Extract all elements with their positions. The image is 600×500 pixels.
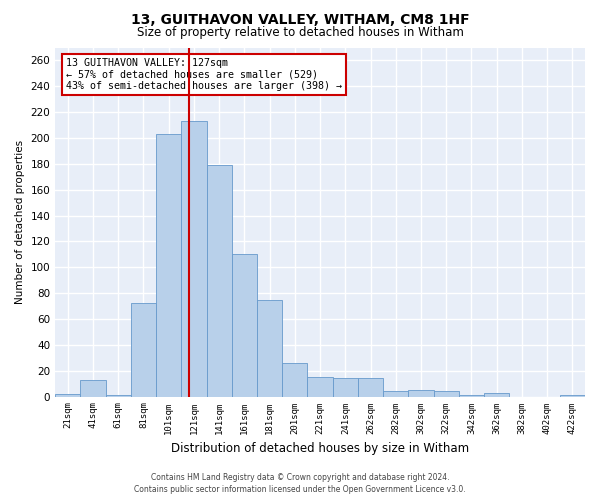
Bar (434, 392, 459, 396)
Bar (181, 121, 206, 396)
Bar (131, 304, 156, 396)
Text: 13, GUITHAVON VALLEY, WITHAM, CM8 1HF: 13, GUITHAVON VALLEY, WITHAM, CM8 1HF (131, 12, 469, 26)
Bar (484, 392, 509, 396)
Bar (206, 165, 232, 396)
Bar (307, 377, 332, 396)
Bar (409, 390, 434, 396)
Y-axis label: Number of detached properties: Number of detached properties (15, 140, 25, 304)
X-axis label: Distribution of detached houses by size in Witham: Distribution of detached houses by size … (171, 442, 469, 455)
Bar (80, 380, 106, 396)
Text: Size of property relative to detached houses in Witham: Size of property relative to detached ho… (137, 26, 463, 39)
Bar (383, 392, 409, 396)
Text: Contains HM Land Registry data © Crown copyright and database right 2024.
Contai: Contains HM Land Registry data © Crown c… (134, 472, 466, 494)
Bar (156, 134, 181, 396)
Bar (332, 378, 358, 396)
Bar (358, 378, 383, 396)
Bar (232, 254, 257, 396)
Bar (257, 300, 282, 396)
Text: 13 GUITHAVON VALLEY: 127sqm
← 57% of detached houses are smaller (529)
43% of se: 13 GUITHAVON VALLEY: 127sqm ← 57% of det… (66, 58, 342, 91)
Bar (55, 394, 80, 396)
Bar (282, 363, 307, 396)
